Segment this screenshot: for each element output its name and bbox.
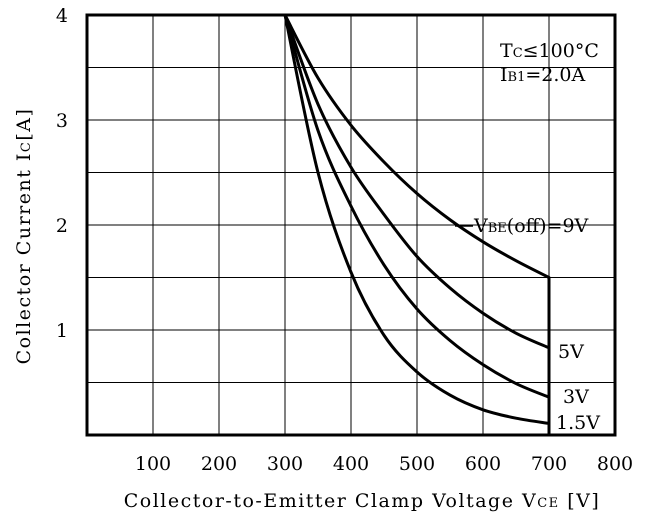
x-tick-label: 200 <box>201 453 237 475</box>
condition-ib1-var: I <box>500 64 508 86</box>
x-axis-var-sub: CE <box>537 496 559 511</box>
y-tick-label: 2 <box>56 215 68 237</box>
condition-tc: TC≤100°C <box>500 40 599 62</box>
condition-tc-var: T <box>500 40 513 62</box>
y-axis-title-text: Collector Current <box>13 161 35 364</box>
series-label-3v: 3V <box>563 386 589 408</box>
series-curve-3 <box>283 14 550 425</box>
plot-frame <box>85 13 617 437</box>
y-tick-label: 1 <box>56 320 68 342</box>
y-axis-unit: [A] <box>13 108 35 141</box>
condition-ib1-sub: B1 <box>508 70 526 85</box>
x-tick-label: 300 <box>267 453 303 475</box>
series-curve-0 <box>283 14 551 435</box>
y-tick-label: 3 <box>56 110 68 132</box>
series-label-5v: 5V <box>558 341 584 363</box>
y-axis-var-sub: C <box>19 141 34 152</box>
curves <box>283 14 551 435</box>
series-label-1-5v: 1.5V <box>556 412 600 434</box>
x-tick-label: 100 <box>135 453 171 475</box>
series-curve-2 <box>283 14 550 399</box>
series-label-9v-rest: (off)=9V <box>507 215 589 237</box>
x-tick-label: 700 <box>531 453 567 475</box>
series-label-9v-var: V <box>473 215 488 237</box>
x-axis-title-text: Collector-to-Emitter Clamp Voltage <box>124 490 522 512</box>
series-curve-1 <box>283 14 550 350</box>
x-tick-label: 400 <box>333 453 369 475</box>
x-axis-unit: [V] <box>560 490 601 512</box>
y-axis-title: Collector Current IC[A] <box>13 108 35 365</box>
y-tick-label: 4 <box>56 5 68 27</box>
x-tick-label: 800 <box>597 453 633 475</box>
condition-tc-sub: C <box>513 46 523 61</box>
tick-labels: 100 200 300 400 500 600 700 800 1 2 3 4 <box>56 5 633 475</box>
y-axis-var: I <box>13 152 35 161</box>
condition-tc-value: ≤100°C <box>523 40 599 62</box>
series-label-9v: VBE(off)=9V <box>473 215 589 237</box>
x-tick-label: 500 <box>399 453 435 475</box>
x-axis-title: Collector-to-Emitter Clamp Voltage VCE [… <box>124 490 601 512</box>
x-axis-var: V <box>521 490 537 512</box>
series-label-9v-sub: BE <box>488 221 507 236</box>
x-tick-label: 600 <box>465 453 501 475</box>
condition-ib1-value: =2.0A <box>525 64 585 86</box>
condition-ib1: IB1=2.0A <box>500 64 585 86</box>
grid <box>87 15 615 435</box>
